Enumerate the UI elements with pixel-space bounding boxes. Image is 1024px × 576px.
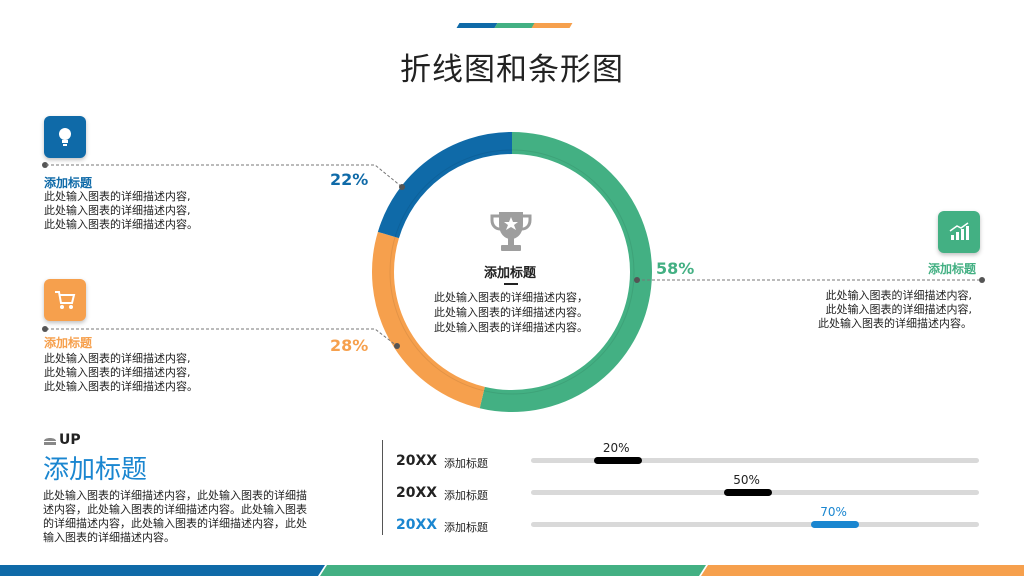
cart-icon <box>55 291 76 309</box>
lightbulb-icon-box <box>44 116 86 158</box>
bar-year: 20XX <box>396 485 438 501</box>
bar-year: 20XX <box>396 453 438 469</box>
bar-value-label: 70% <box>820 505 847 519</box>
donut-center-title: 添加标题 <box>483 266 536 281</box>
stack-icon <box>44 438 56 445</box>
callout-desc-mid-left: 此处输入图表的详细描述内容, 此处输入图表的详细描述内容, 此处输入图表的详细描… <box>44 352 198 393</box>
donut-center-desc: 此处输入图表的详细描述内容，此处输入图表的详细描述内容。此处输入图表的详细描述内… <box>434 291 588 334</box>
callout-dot-mid-left <box>42 326 48 332</box>
vertical-divider <box>382 440 383 535</box>
up-tag: UP <box>59 432 81 448</box>
bar-label: 添加标题 <box>444 521 488 534</box>
bottom-heading: 添加标题 <box>43 455 148 485</box>
callout-title-top-left: 添加标题 <box>44 176 93 190</box>
cart-icon-box <box>44 279 86 321</box>
pct-label-28: 28% <box>330 336 369 355</box>
bar-chart-icon <box>949 222 969 240</box>
lightbulb-icon <box>59 128 71 146</box>
bar-track <box>531 522 979 527</box>
bar-year: 20XX <box>396 517 438 533</box>
bar-value-label: 20% <box>602 441 630 455</box>
donut-segment-58 <box>479 132 652 412</box>
page-title: 折线图和条形图 <box>400 52 624 88</box>
center-divider <box>504 283 518 285</box>
bar-chart-icon-box <box>938 211 980 253</box>
callout-desc-right: 此处输入图表的详细描述内容, 此处输入图表的详细描述内容, 此处输入图表的详细描… <box>818 289 972 330</box>
bar-track <box>531 458 979 463</box>
bottom-band <box>0 565 1024 576</box>
trophy-icon <box>490 212 532 251</box>
donut-chart <box>372 132 652 412</box>
callout-title-mid-left: 添加标题 <box>44 336 93 350</box>
donut-segment-28 <box>372 231 485 409</box>
callout-desc-top-left: 此处输入图表的详细描述内容, 此处输入图表的详细描述内容, 此处输入图表的详细描… <box>44 190 198 231</box>
callout-title-right: 添加标题 <box>928 262 977 276</box>
callout-dot-top-left <box>42 162 48 168</box>
pct-label-58: 58% <box>656 259 695 278</box>
donut-segment-22 <box>377 132 513 239</box>
bar-label: 添加标题 <box>444 489 488 502</box>
bottom-desc: 此处输入图表的详细描述内容，此处输入图表的详细描 述内容，此处输入图表的详细描述… <box>43 489 307 544</box>
bar-value-label: 50% <box>733 473 760 487</box>
bar-value-marker <box>593 457 642 464</box>
bar-value-marker <box>811 521 860 528</box>
pct-label-22: 22% <box>330 170 369 189</box>
bar-label: 添加标题 <box>444 457 488 470</box>
bar-value-marker <box>724 489 773 496</box>
